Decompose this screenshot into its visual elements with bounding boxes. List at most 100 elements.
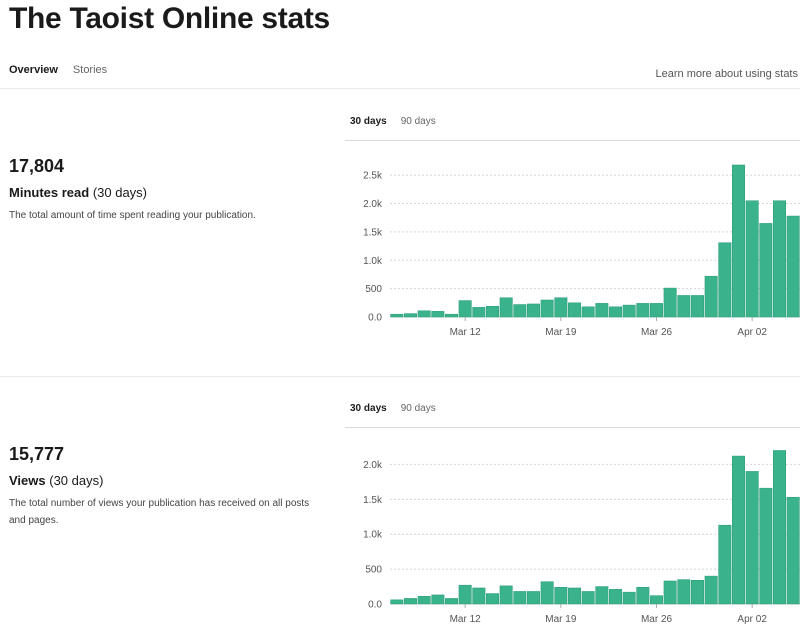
y-tick-label: 2.0k bbox=[363, 199, 383, 210]
x-tick-label: Mar 12 bbox=[450, 327, 482, 338]
bar[interactable] bbox=[609, 589, 622, 605]
bar[interactable] bbox=[718, 524, 732, 605]
views-range-tabs: 30 days 90 days bbox=[345, 403, 800, 423]
x-tick-label: Mar 26 bbox=[641, 614, 673, 625]
bar[interactable] bbox=[759, 223, 773, 318]
bar[interactable] bbox=[417, 596, 431, 605]
bar[interactable] bbox=[663, 287, 677, 318]
bar[interactable] bbox=[540, 299, 554, 318]
bar[interactable] bbox=[691, 295, 704, 318]
range-tab-30-days[interactable]: 30 days bbox=[350, 116, 387, 127]
x-tick-label: Apr 02 bbox=[737, 327, 767, 338]
y-tick-label: 500 bbox=[365, 565, 382, 576]
minutes-read-label-period: (30 days) bbox=[92, 185, 148, 200]
bar[interactable] bbox=[390, 313, 404, 318]
bar[interactable] bbox=[745, 200, 759, 318]
x-tick-label: Apr 02 bbox=[737, 614, 767, 625]
bar[interactable] bbox=[636, 303, 650, 318]
views-label: Views (30 days) bbox=[9, 473, 319, 488]
bar[interactable] bbox=[390, 599, 404, 605]
tab-overview[interactable]: Overview bbox=[9, 64, 58, 89]
bar[interactable] bbox=[773, 200, 786, 318]
bar[interactable] bbox=[622, 304, 636, 318]
bar[interactable] bbox=[513, 304, 527, 318]
y-tick-label: 0.0 bbox=[368, 600, 382, 611]
bar[interactable] bbox=[458, 300, 472, 318]
range-tab-90-days[interactable]: 90 days bbox=[400, 403, 436, 414]
minutes-read-summary: 17,804 Minutes read (30 days) The total … bbox=[9, 156, 319, 224]
bar[interactable] bbox=[581, 306, 595, 318]
y-tick-label: 0.0 bbox=[368, 313, 382, 324]
tab-stories[interactable]: Stories bbox=[72, 64, 108, 76]
y-tick-label: 1.0k bbox=[363, 256, 383, 267]
bar[interactable] bbox=[445, 598, 458, 605]
bar[interactable] bbox=[404, 598, 417, 605]
bar[interactable] bbox=[404, 313, 417, 318]
views-value: 15,777 bbox=[9, 444, 65, 464]
bar[interactable] bbox=[677, 295, 691, 318]
bar[interactable] bbox=[445, 313, 458, 318]
minutes-read-value: 17,804 bbox=[9, 156, 65, 176]
bar[interactable] bbox=[540, 581, 554, 605]
views-label-main: Views bbox=[9, 473, 46, 488]
bar[interactable] bbox=[486, 593, 499, 605]
bar[interactable] bbox=[527, 303, 540, 318]
y-tick-label: 1.5k bbox=[363, 227, 383, 238]
bar[interactable] bbox=[650, 595, 663, 605]
bar[interactable] bbox=[581, 591, 595, 605]
bar[interactable] bbox=[554, 297, 568, 318]
bar[interactable] bbox=[732, 455, 745, 605]
bar[interactable] bbox=[499, 585, 513, 605]
bar[interactable] bbox=[431, 594, 445, 605]
bar[interactable] bbox=[745, 471, 759, 605]
bar[interactable] bbox=[732, 164, 745, 318]
minutes-read-range-tabs: 30 days 90 days bbox=[345, 116, 800, 136]
x-tick-label: Mar 12 bbox=[450, 614, 482, 625]
bar[interactable] bbox=[786, 215, 800, 318]
range-tab-90-days[interactable]: 90 days bbox=[400, 116, 436, 127]
minutes-read-chart-panel: 30 days 90 days 0.0 500 1.0k 1.5k 2.0k 2.5k Ma… bbox=[345, 116, 800, 356]
bar[interactable] bbox=[513, 591, 527, 605]
bar[interactable] bbox=[773, 450, 786, 605]
y-tick-label: 1.5k bbox=[363, 495, 383, 506]
learn-more-link[interactable]: Learn more about using stats bbox=[655, 68, 798, 80]
bar[interactable] bbox=[431, 311, 445, 318]
x-tick-label: Mar 19 bbox=[545, 327, 577, 338]
bar[interactable] bbox=[622, 591, 636, 605]
bar[interactable] bbox=[786, 496, 800, 605]
bar[interactable] bbox=[486, 305, 499, 318]
y-tick-label: 500 bbox=[365, 284, 382, 295]
bar[interactable] bbox=[677, 579, 691, 605]
bar[interactable] bbox=[759, 487, 773, 605]
y-tick-label: 1.0k bbox=[363, 530, 383, 541]
bar[interactable] bbox=[472, 307, 486, 318]
minutes-read-label-main: Minutes read bbox=[9, 185, 90, 200]
bar[interactable] bbox=[499, 297, 513, 318]
minutes-read-bar-chart: 0.0 500 1.0k 1.5k 2.0k 2.5k Mar 12 Mar 19 Mar 26… bbox=[363, 164, 800, 338]
bar[interactable] bbox=[595, 586, 609, 605]
bar[interactable] bbox=[568, 302, 581, 318]
bar[interactable] bbox=[718, 242, 732, 318]
views-chart-panel: 30 days 90 days 0.0 500 1.0k 1.5k 2.0k Mar 12… bbox=[345, 403, 800, 632]
bar[interactable] bbox=[458, 584, 472, 605]
bar[interactable] bbox=[704, 275, 718, 318]
bar[interactable] bbox=[568, 587, 581, 605]
bar[interactable] bbox=[663, 580, 677, 605]
views-bar-chart: 0.0 500 1.0k 1.5k 2.0k Mar 12 Mar 19 Mar 26 Apr … bbox=[363, 450, 800, 625]
bar[interactable] bbox=[554, 587, 568, 605]
bar[interactable] bbox=[609, 306, 622, 318]
bar[interactable] bbox=[691, 580, 704, 605]
bar[interactable] bbox=[636, 587, 650, 605]
bar[interactable] bbox=[595, 303, 609, 318]
y-tick-label: 2.0k bbox=[363, 460, 383, 471]
bar[interactable] bbox=[472, 587, 486, 605]
bar[interactable] bbox=[527, 591, 540, 605]
bar[interactable] bbox=[650, 303, 663, 318]
range-tabs-divider bbox=[345, 427, 800, 428]
range-tab-30-days[interactable]: 30 days bbox=[350, 403, 387, 414]
bar[interactable] bbox=[417, 310, 431, 318]
x-tick-label: Mar 19 bbox=[545, 614, 577, 625]
x-tick-label: Mar 26 bbox=[641, 327, 673, 338]
bar[interactable] bbox=[704, 575, 718, 605]
top-tabs: Overview Stories bbox=[9, 64, 107, 89]
